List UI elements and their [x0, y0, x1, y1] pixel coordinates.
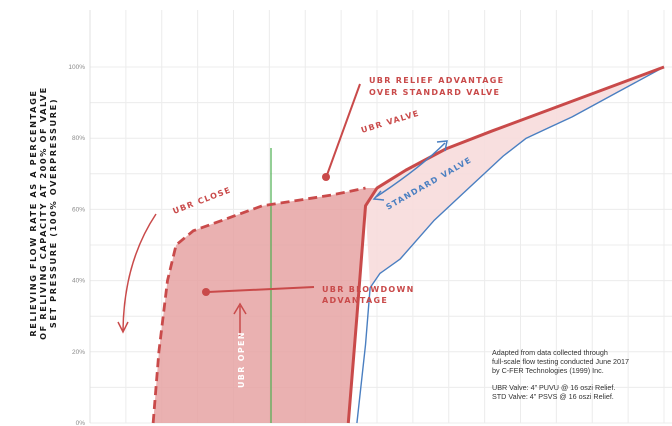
ubr-close-label: UBR CLOSE — [171, 185, 232, 216]
y-axis-title: RELIEVING FLOW RATE AS A PERCENTAGE OF R… — [28, 86, 58, 340]
relief-advantage-dot — [322, 173, 330, 181]
standard-valve-arrow — [372, 140, 448, 201]
note-line-2: full-scale flow testing conducted June 2… — [492, 357, 629, 366]
ubr-open-label: UBR OPEN — [237, 331, 246, 388]
relief-advantage-label-line-2: OVER STANDARD VALVE — [369, 88, 500, 97]
blowdown-dot — [202, 288, 210, 296]
note-line-5: UBR Valve: 4” PUVU @ 16 oszi Relief. — [492, 383, 615, 392]
blowdown-advantage-label-line-2: ADVANTAGE — [322, 296, 388, 305]
y-tick-label: 0% — [76, 420, 86, 426]
ubr-close-arrowhead — [117, 321, 129, 334]
y-axis-title-line-2: OF RELIVING CAPACITY AT 200% OF VALVE — [38, 86, 48, 340]
standard-valve-arrowhead-left — [372, 190, 385, 201]
relief-advantage-area — [365, 67, 664, 288]
blowdown-advantage-label-line-1: UBR BLOWDOWN — [322, 285, 415, 294]
standard-valve-arrow-line — [375, 142, 446, 198]
note-line-6: STD Valve: 4” PSVS @ 16 oszi Relief. — [492, 392, 614, 401]
ubr-close-line — [151, 186, 366, 424]
ubr-valve-label: UBR VALVE — [360, 109, 421, 135]
relief-advantage-label-line-1: UBR RELIEF ADVANTAGE — [369, 76, 504, 85]
y-tick-label: 40% — [72, 278, 85, 285]
blowdown-pointer — [207, 286, 315, 293]
grid — [89, 10, 672, 424]
y-tick-label: 80% — [72, 135, 85, 142]
note-line-3: by C-FER Technologies (1999) Inc. — [492, 366, 604, 375]
relief-advantage-pointer — [326, 83, 361, 176]
standard-valve-line — [356, 66, 665, 424]
standard-valve-arrowhead-right — [436, 140, 448, 152]
blowdown-advantage-area — [153, 188, 377, 423]
y-axis-title-line-1: RELIEVING FLOW RATE AS A PERCENTAGE — [28, 89, 38, 336]
source-notes: Adapted from data collected through full… — [492, 348, 629, 401]
y-tick-labels: 0% 20% 40% 60% 80% 100% — [68, 64, 85, 426]
y-tick-label: 100% — [68, 64, 85, 71]
annotation-pointers — [117, 83, 361, 338]
ubr-close-arrow — [122, 213, 157, 331]
note-line-1: Adapted from data collected through — [492, 348, 608, 357]
area-fills — [153, 67, 664, 423]
y-tick-label: 20% — [72, 349, 85, 356]
ubr-open-arrowhead — [233, 302, 247, 315]
y-tick-label: 60% — [72, 206, 85, 213]
y-axis-title-line-3: SET PRESSURE (100% OVERPRESSURE) — [48, 98, 58, 328]
